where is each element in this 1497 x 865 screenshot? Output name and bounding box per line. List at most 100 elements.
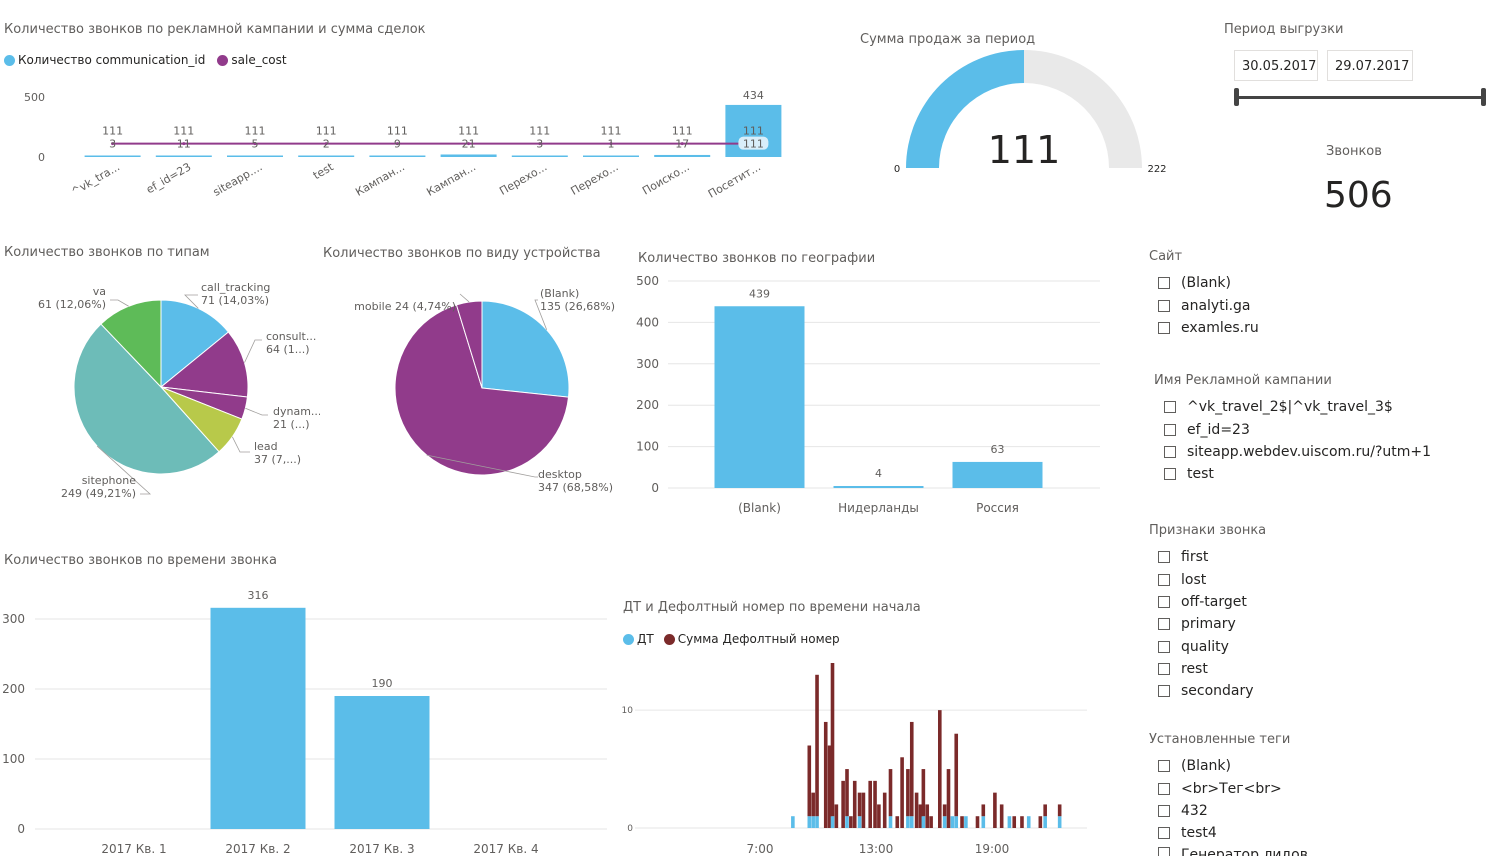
- checkbox-icon[interactable]: [1158, 847, 1170, 856]
- dt-chart-title: ДТ и Дефолтный номер по времени начала: [623, 600, 921, 615]
- bar-default: [807, 745, 812, 817]
- line-point: [395, 142, 399, 146]
- period-end-input[interactable]: 29.07.2017: [1327, 50, 1413, 81]
- bar-default: [1038, 816, 1043, 828]
- checkbox-icon[interactable]: [1158, 641, 1170, 653]
- checkbox-icon[interactable]: [1158, 574, 1170, 586]
- leader-line: [426, 454, 538, 478]
- slice-category-label: lead: [254, 440, 278, 453]
- leader-line: [232, 436, 250, 453]
- line-data-label: 111: [387, 125, 408, 138]
- slicer-site-item[interactable]: examles.ru: [1158, 320, 1259, 336]
- campaign-chart[interactable]: 0500111^vk_tra...111ef_id=23111siteapp..…: [0, 80, 820, 220]
- slicer-site-item[interactable]: (Blank): [1158, 275, 1231, 291]
- dt-chart[interactable]: 0 10 7:00 13:00 19:00: [615, 660, 1095, 865]
- gauge-fill: [906, 50, 1024, 168]
- slicer-tags-item[interactable]: 432: [1158, 803, 1208, 819]
- slicer-item-label: test4: [1181, 825, 1217, 841]
- bar-dt: [906, 816, 910, 828]
- checkbox-icon[interactable]: [1158, 277, 1170, 289]
- campaign-legend[interactable]: Количество communication_id sale_cost: [4, 53, 287, 67]
- y-tick-label: 200: [636, 398, 659, 412]
- y-tick-label: 100: [636, 440, 659, 454]
- slicer-signs-item[interactable]: secondary: [1158, 683, 1254, 699]
- checkbox-icon[interactable]: [1158, 760, 1170, 772]
- checkbox-icon[interactable]: [1158, 322, 1170, 334]
- bar-default: [925, 804, 930, 828]
- checkbox-icon[interactable]: [1164, 401, 1176, 413]
- checkbox-icon[interactable]: [1158, 827, 1170, 839]
- bar-default: [815, 674, 819, 817]
- slice-value-label: 61 (12,06%): [38, 298, 106, 311]
- bar-default: [909, 721, 914, 817]
- bar: [298, 155, 355, 157]
- slice-category-label: consult...: [266, 330, 316, 343]
- period-slider-start-handle[interactable]: [1234, 88, 1239, 106]
- slicer-campaign-item[interactable]: test: [1164, 466, 1214, 482]
- checkbox-icon[interactable]: [1164, 468, 1176, 480]
- line-data-label: 111: [529, 125, 550, 138]
- y-tick-label: 100: [2, 752, 25, 766]
- slicer-item-label: off-target: [1181, 594, 1247, 610]
- checkbox-icon[interactable]: [1158, 805, 1170, 817]
- slicer-tags-item[interactable]: Генератор лидов: [1158, 847, 1308, 856]
- leader-line: [459, 293, 470, 303]
- geo-chart[interactable]: 0 100 200 300 400 500 439 (Blank) 4 Нидерланды 63 Р…: [630, 270, 1110, 525]
- x-tick-label: ^vk_tra...: [69, 160, 122, 198]
- dt-legend[interactable]: ДТ Сумма Дефолтный номер: [623, 632, 840, 646]
- bar: [155, 155, 212, 157]
- x-tick-label: 2017 Кв. 4: [473, 842, 538, 856]
- slicer-campaign-item[interactable]: ^vk_travel_2$|^vk_travel_3$: [1164, 399, 1393, 415]
- slice-value-label: 64 (1...): [266, 343, 310, 356]
- period-slider-end-handle[interactable]: [1481, 88, 1486, 106]
- checkbox-icon[interactable]: [1158, 685, 1170, 697]
- slicer-signs-item[interactable]: quality: [1158, 639, 1229, 655]
- leader-line: [244, 339, 262, 363]
- slicer-signs-item[interactable]: rest: [1158, 661, 1208, 677]
- bar-default: [1020, 816, 1024, 828]
- bar-default: [823, 721, 828, 828]
- slice-value-label: 249 (49,21%): [61, 487, 136, 500]
- line-point: [680, 142, 684, 146]
- slice-value-label: mobile 24 (4,74%): [354, 300, 456, 313]
- legend-dot-icon: [217, 54, 229, 66]
- x-tick-label: 19:00: [975, 842, 1010, 856]
- sales-gauge[interactable]: 111 0 222: [880, 45, 1180, 185]
- slicer-tags-item[interactable]: <br>Тег<br>: [1158, 781, 1282, 797]
- checkbox-icon[interactable]: [1158, 551, 1170, 563]
- slicer-signs-item[interactable]: off-target: [1158, 594, 1247, 610]
- checkbox-icon[interactable]: [1158, 663, 1170, 675]
- slicer-site-item[interactable]: analyti.ga: [1158, 298, 1251, 314]
- bar-data-label: 5: [252, 138, 259, 151]
- slicer-signs-item[interactable]: first: [1158, 549, 1208, 565]
- slicer-campaign-item[interactable]: ef_id=23: [1164, 422, 1250, 438]
- checkbox-icon[interactable]: [1164, 424, 1176, 436]
- checkbox-icon[interactable]: [1158, 783, 1170, 795]
- gauge-min: 0: [894, 164, 900, 175]
- bar-dt: [888, 816, 893, 828]
- slicer-tags-item[interactable]: (Blank): [1158, 758, 1231, 774]
- bar-data-label: 9: [394, 138, 401, 151]
- slicer-tags-item[interactable]: test4: [1158, 825, 1217, 841]
- period-slider-track[interactable]: [1238, 96, 1486, 99]
- bar-default: [921, 769, 926, 817]
- bar-default: [938, 710, 942, 828]
- checkbox-icon[interactable]: [1158, 596, 1170, 608]
- bar-dt: [807, 816, 812, 828]
- slicer-item-label: ef_id=23: [1187, 422, 1250, 438]
- time-chart[interactable]: 0 100 200 300 2017 Кв. 1 316 2017 Кв. 2 190 2017…: [0, 580, 615, 865]
- bar-default: [1057, 804, 1062, 817]
- x-tick-label: 13:00: [859, 842, 894, 856]
- slicer-campaign-item[interactable]: siteapp.webdev.uiscom.ru/?utm+1: [1164, 444, 1431, 460]
- checkbox-icon[interactable]: [1164, 446, 1176, 458]
- bar-default: [975, 816, 980, 828]
- checkbox-icon[interactable]: [1158, 618, 1170, 630]
- checkbox-icon[interactable]: [1158, 300, 1170, 312]
- bar-dt: [830, 816, 835, 828]
- slicer-signs-item[interactable]: primary: [1158, 616, 1236, 632]
- bar-default: [906, 769, 910, 817]
- period-start-input[interactable]: 30.05.2017: [1234, 50, 1318, 81]
- slicer-signs-item[interactable]: lost: [1158, 572, 1206, 588]
